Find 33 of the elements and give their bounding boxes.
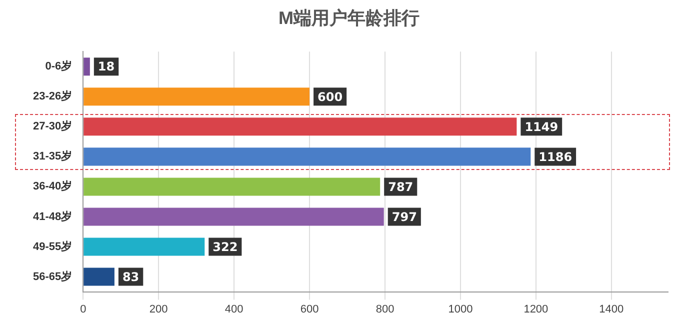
data-label: 787 [388, 180, 414, 194]
bar [84, 268, 114, 286]
data-label: 83 [122, 270, 140, 284]
bar [84, 148, 531, 166]
data-label: 18 [98, 60, 115, 74]
bar [84, 88, 310, 106]
x-tick-label: 0 [80, 303, 86, 316]
x-tick-label: 600 [300, 303, 319, 316]
data-label: 322 [212, 240, 238, 254]
x-tick-label: 200 [149, 303, 168, 316]
bar [84, 118, 517, 136]
x-tick-label: 400 [224, 303, 244, 316]
bar [84, 208, 384, 226]
y-tick-label: 36-40岁 [32, 180, 72, 193]
data-label: 797 [392, 210, 417, 224]
y-tick-label: 41-48岁 [32, 210, 72, 223]
y-tick-label: 49-55岁 [32, 240, 72, 253]
y-tick-label: 56-65岁 [32, 270, 72, 283]
x-tick-label: 1000 [448, 303, 473, 316]
y-tick-label: 23-26岁 [32, 90, 72, 103]
y-tick-label: 27-30岁 [32, 120, 72, 133]
chart-title: M端用户年龄排行 [278, 8, 420, 28]
y-tick-label: 0-6岁 [45, 60, 72, 73]
bar [84, 238, 205, 256]
data-label: 600 [318, 90, 343, 104]
x-tick-label: 1400 [599, 303, 624, 316]
y-tick-label: 31-35岁 [32, 150, 72, 163]
bar [84, 58, 90, 76]
x-tick-label: 1200 [524, 303, 548, 316]
x-tick-label: 800 [376, 303, 394, 316]
data-label: 1149 [524, 120, 558, 134]
data-label: 1186 [538, 150, 572, 164]
bar [84, 178, 380, 196]
